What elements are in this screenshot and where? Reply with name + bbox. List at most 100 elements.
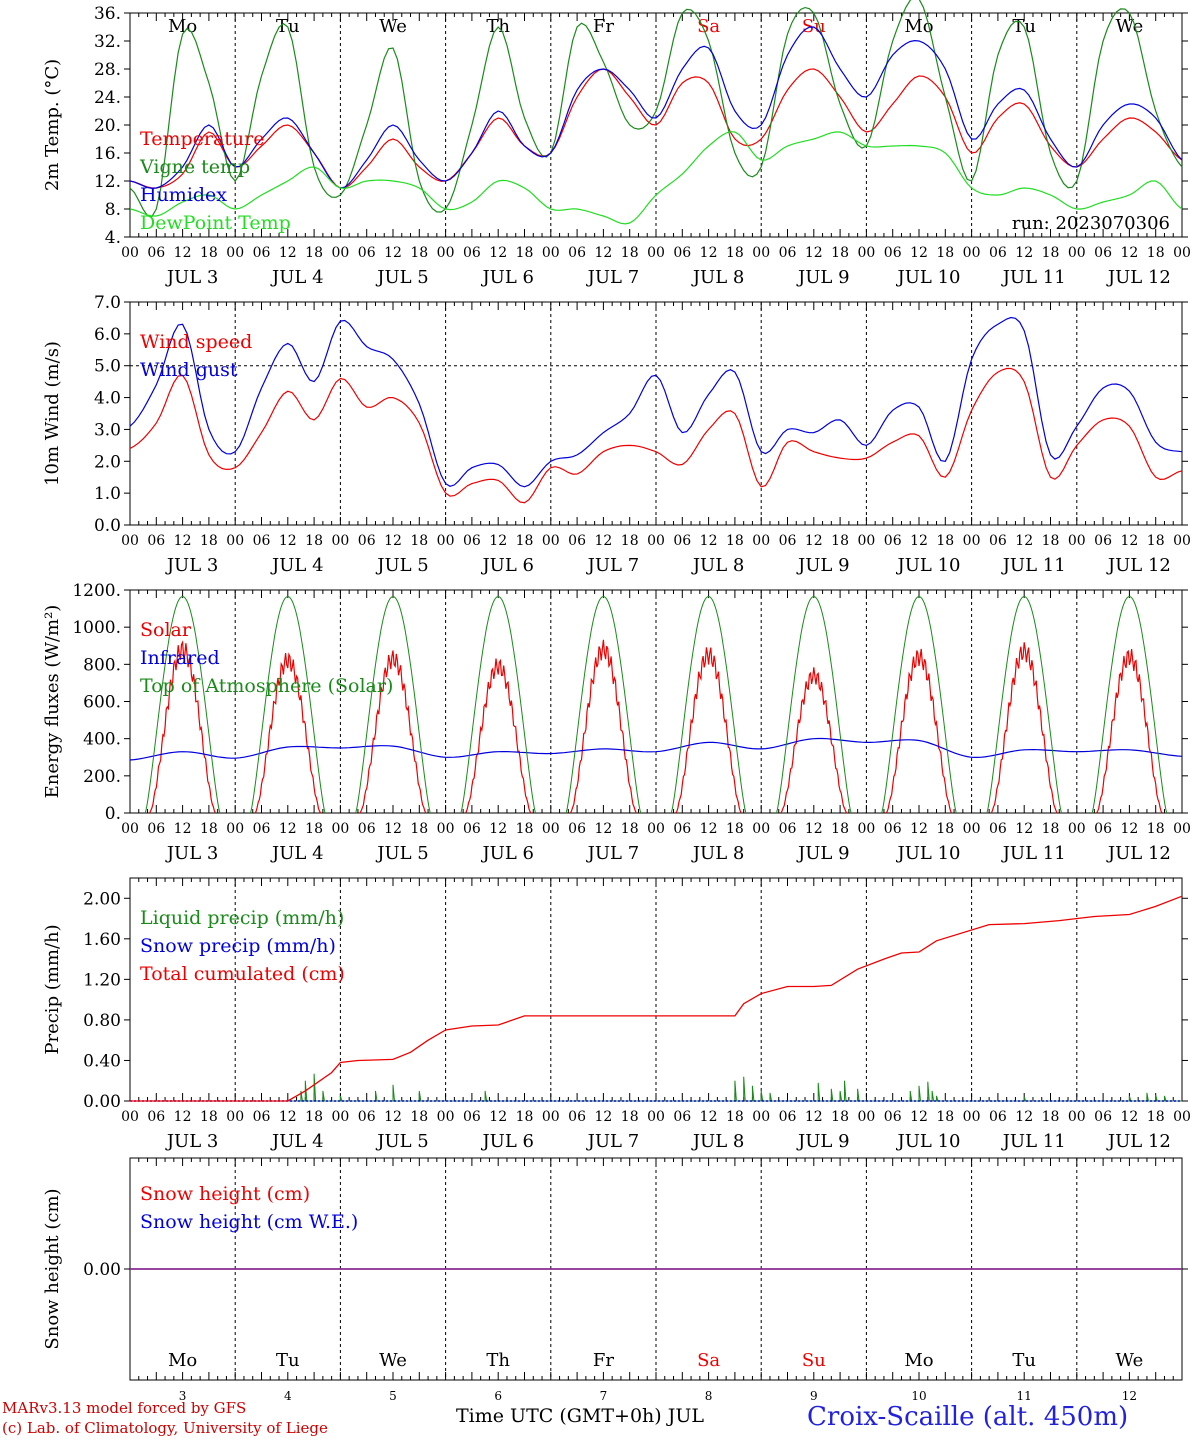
hour-tick-label: 12 [174,245,192,261]
hour-tick-label: 06 [358,1109,376,1125]
hour-tick-label: 06 [673,533,691,549]
y-tick-label: 32. [94,32,121,52]
plot-frame [129,589,1183,814]
legend-entry: Vigne temp [139,156,250,178]
hour-tick-label: 12 [174,533,192,549]
hour-tick-label: 00 [226,533,244,549]
weekday-label: Th [486,1350,510,1371]
hour-tick-label: 06 [147,245,165,261]
legend-entry: Total cumulated (cm) [140,963,345,985]
date-label: JUL 5 [375,555,429,576]
date-label: JUL 10 [896,267,961,288]
date-label: JUL 6 [480,1131,534,1152]
panel-energy: 0. 200. 400. 600. 800. 1000. 1200. Energy fluxe… [42,581,1191,864]
day-number-label: 10 [911,1389,926,1403]
hour-tick-label: 00 [331,1109,349,1125]
hour-tick-label: 00 [752,245,770,261]
hour-tick-label: 06 [1094,245,1112,261]
y-tick-label: 0.40 [83,1051,121,1071]
series-line-toa [144,595,1168,814]
y-tick-label: 1200. [72,581,121,601]
hour-tick-label: 00 [857,1109,875,1125]
series-line-total [130,895,1183,1102]
hour-tick-label: 18 [1147,821,1165,837]
date-label: JUL 9 [796,1131,850,1152]
date-label: JUL 7 [586,555,640,576]
y-tick-label: 2.00 [83,889,121,909]
day-number-label: 12 [1122,1389,1137,1403]
run-label: run: 2023070306 [1012,213,1170,234]
day-number-label: 8 [705,1389,713,1403]
y-tick-label: 0.80 [83,1011,121,1031]
weekday-label: We [1116,16,1144,37]
hour-tick-label: 18 [305,533,323,549]
y-tick-label: 1000. [72,618,121,638]
hour-tick-label: 00 [542,245,560,261]
hour-tick-label: 06 [673,821,691,837]
hour-tick-label: 06 [989,245,1007,261]
hour-tick-label: 00 [121,1109,139,1125]
weekday-label: We [1116,1350,1144,1371]
date-label: JUL 10 [896,555,961,576]
hour-tick-label: 18 [726,1109,744,1125]
hour-tick-label: 00 [647,1109,665,1125]
y-tick-label: 36. [94,4,121,24]
y-axis-label: 2m Temp. (°C) [42,59,63,191]
hour-tick-label: 06 [779,821,797,837]
hour-tick-label: 18 [516,245,534,261]
date-label: JUL 4 [270,1131,324,1152]
y-tick-label: 2.0 [94,452,121,472]
date-label: JUL 3 [165,1131,219,1152]
hour-tick-label: 00 [542,1109,560,1125]
station-name: Croix-Scaille (alt. 450m) [807,1402,1129,1432]
legend-entry: DewPoint Temp [140,212,291,234]
hour-tick-label: 06 [779,533,797,549]
date-label: JUL 9 [796,267,850,288]
date-label: JUL 5 [375,843,429,864]
hour-tick-label: 06 [989,533,1007,549]
y-axis-label: 10m Wind (m/s) [42,341,63,486]
weekday-label: Tu [276,1350,300,1371]
hour-tick-label: 18 [1147,1109,1165,1125]
series-line [129,737,1183,761]
y-axis-label: Precip (mm/h) [42,924,63,1054]
hour-tick-label: 12 [1120,821,1138,837]
y-axis-label: Energy fluxes (W/m²) [42,605,63,799]
hour-tick-label: 00 [1173,1109,1191,1125]
hour-tick-label: 12 [700,245,718,261]
day-number-label: 3 [179,1389,187,1403]
y-tick-label: 1.60 [83,930,121,950]
hour-tick-label: 12 [1015,533,1033,549]
hour-tick-label: 18 [200,821,218,837]
hour-tick-label: 12 [805,533,823,549]
hour-tick-label: 06 [147,533,165,549]
date-label: JUL 10 [896,1131,961,1152]
hour-tick-label: 12 [489,821,507,837]
hour-tick-label: 06 [673,1109,691,1125]
date-label: JUL 8 [691,555,745,576]
hour-tick-label: 00 [1068,245,1086,261]
hour-tick-label: 12 [1015,245,1033,261]
panel-temp: 4. 8. 12. 16. 20. 24. 28. 32. 36. 2m Temp. (°C) 00… [42,0,1191,288]
date-label: JUL 7 [586,1131,640,1152]
hour-tick-label: 18 [1147,533,1165,549]
weekday-label: Sa [697,1350,720,1371]
day-number-label: 6 [494,1389,502,1403]
y-tick-label: 0. [105,804,121,824]
weekday-label: Mo [904,1350,933,1371]
hour-tick-label: 18 [305,821,323,837]
hour-tick-label: 00 [857,533,875,549]
hour-tick-label: 00 [542,821,560,837]
series-line [129,26,1183,190]
hour-tick-label: 18 [936,1109,954,1125]
y-tick-label: 800. [83,655,121,675]
hour-tick-label: 18 [621,1109,639,1125]
y-tick-label: 6.0 [94,325,121,345]
hour-tick-label: 18 [936,245,954,261]
hour-tick-label: 12 [1120,533,1138,549]
hour-tick-label: 12 [1120,1109,1138,1125]
date-label: JUL 4 [270,555,324,576]
date-label: JUL 10 [896,843,961,864]
hour-tick-label: 12 [489,1109,507,1125]
hour-tick-label: 00 [121,533,139,549]
